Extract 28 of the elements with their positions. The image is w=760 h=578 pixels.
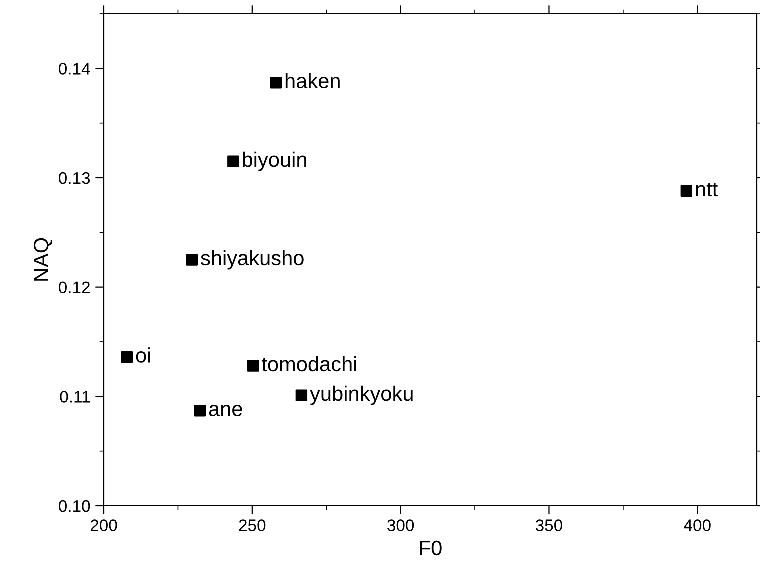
point bbox=[186, 254, 198, 266]
y-tick-label: 0.14 bbox=[59, 63, 90, 75]
point bbox=[296, 390, 308, 402]
x-axis-title: F0 bbox=[420, 540, 442, 556]
annotation: tomodachi bbox=[262, 356, 356, 372]
y-tick-label: 0.12 bbox=[59, 282, 90, 294]
point bbox=[228, 156, 240, 168]
annotation: haken bbox=[286, 73, 340, 88]
x-tick-label: 350 bbox=[536, 520, 562, 532]
x-tick-label: 300 bbox=[388, 520, 414, 532]
annotation: yubinkyoku bbox=[310, 386, 413, 406]
x-tick-label: 400 bbox=[684, 520, 711, 532]
annotation: ntt bbox=[696, 183, 718, 197]
y-tick-label: 0.10 bbox=[59, 500, 90, 512]
point bbox=[247, 360, 260, 372]
annotation: biyouin bbox=[243, 152, 306, 172]
annotation: oi bbox=[136, 348, 150, 363]
y-tick-label: 0.11 bbox=[60, 391, 90, 403]
y-axis-title: NAQ bbox=[34, 238, 52, 281]
point bbox=[680, 185, 692, 197]
annotation: ane bbox=[209, 405, 242, 416]
y-tick-label: 0.13 bbox=[59, 172, 90, 184]
annotation: shiyakusho bbox=[201, 250, 304, 270]
x-tick-label: 200 bbox=[90, 520, 118, 532]
x-tick-label: 250 bbox=[239, 520, 266, 532]
point bbox=[194, 405, 206, 417]
point bbox=[270, 77, 282, 89]
point bbox=[121, 351, 133, 364]
